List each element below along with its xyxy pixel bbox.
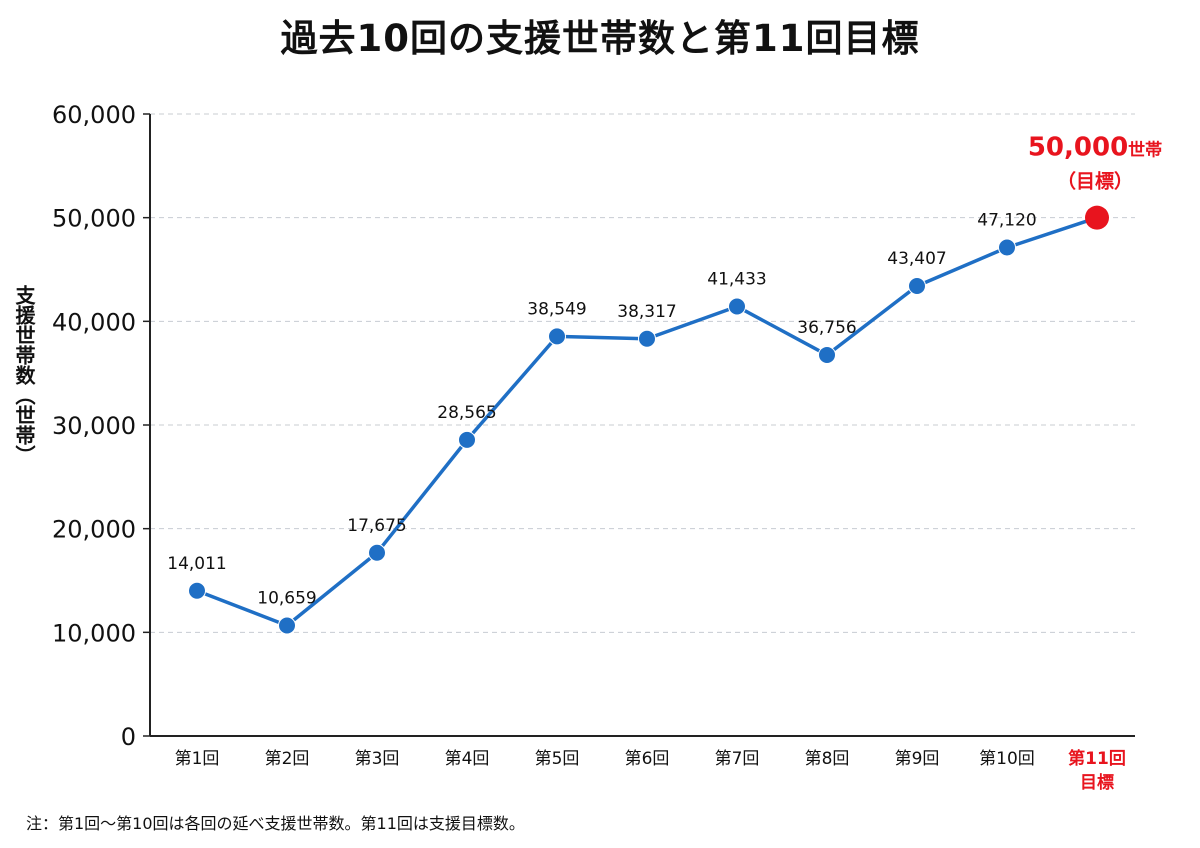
chart-title: 過去10回の支援世帯数と第11回目標 <box>280 17 920 60</box>
x-tick-label: 第11回目標 <box>1068 748 1126 793</box>
x-tick-label: 第9回 <box>895 749 940 769</box>
data-label: 14,011 <box>167 554 226 574</box>
data-point <box>368 543 386 562</box>
data-point <box>908 277 926 296</box>
data-label: 10,659 <box>257 589 316 609</box>
x-tick-label: 第7回 <box>715 749 760 769</box>
data-point <box>638 329 656 348</box>
data-label: 17,675 <box>347 516 406 536</box>
x-tick-label: 第1回 <box>175 749 220 769</box>
target-sub-label: （目標） <box>1057 170 1133 193</box>
data-label: 43,407 <box>887 249 946 269</box>
target-point <box>1085 205 1109 230</box>
data-point <box>998 238 1016 257</box>
data-point <box>818 345 836 364</box>
y-axis-label: 支援世帯数（世帯） <box>12 285 36 465</box>
data-label: 28,565 <box>437 403 496 423</box>
x-tick-label: 第6回 <box>625 749 670 769</box>
data-label: 38,317 <box>617 302 676 322</box>
data-point <box>188 581 206 600</box>
y-tick-label: 50,000 <box>52 205 136 233</box>
data-label: 41,433 <box>707 269 766 289</box>
data-label: 36,756 <box>797 318 856 338</box>
y-tick-label: 0 <box>121 723 136 751</box>
data-point <box>278 616 296 635</box>
data-label: 38,549 <box>527 299 586 319</box>
y-tick-label: 60,000 <box>52 101 136 129</box>
y-tick-label: 20,000 <box>52 516 136 544</box>
x-tick-label: 第10回 <box>979 749 1035 769</box>
x-tick-label: 第3回 <box>355 749 400 769</box>
x-tick-label: 第4回 <box>445 749 490 769</box>
y-tick-label: 10,000 <box>52 619 136 647</box>
y-tick-label: 40,000 <box>52 308 136 336</box>
footnote: 注：第1回〜第10回は各回の延べ支援世帯数。第11回は支援目標数。 <box>26 814 525 833</box>
y-tick-label: 30,000 <box>52 412 136 440</box>
x-tick-label: 第5回 <box>535 749 580 769</box>
x-tick-label: 第8回 <box>805 749 850 769</box>
data-label: 47,120 <box>977 211 1036 231</box>
data-point <box>458 430 476 449</box>
series-line <box>196 216 1098 628</box>
target-value-label: 50,000世帯 <box>1028 133 1162 163</box>
data-point <box>548 327 566 346</box>
data-point <box>728 297 746 316</box>
x-tick-label: 第2回 <box>265 749 310 769</box>
